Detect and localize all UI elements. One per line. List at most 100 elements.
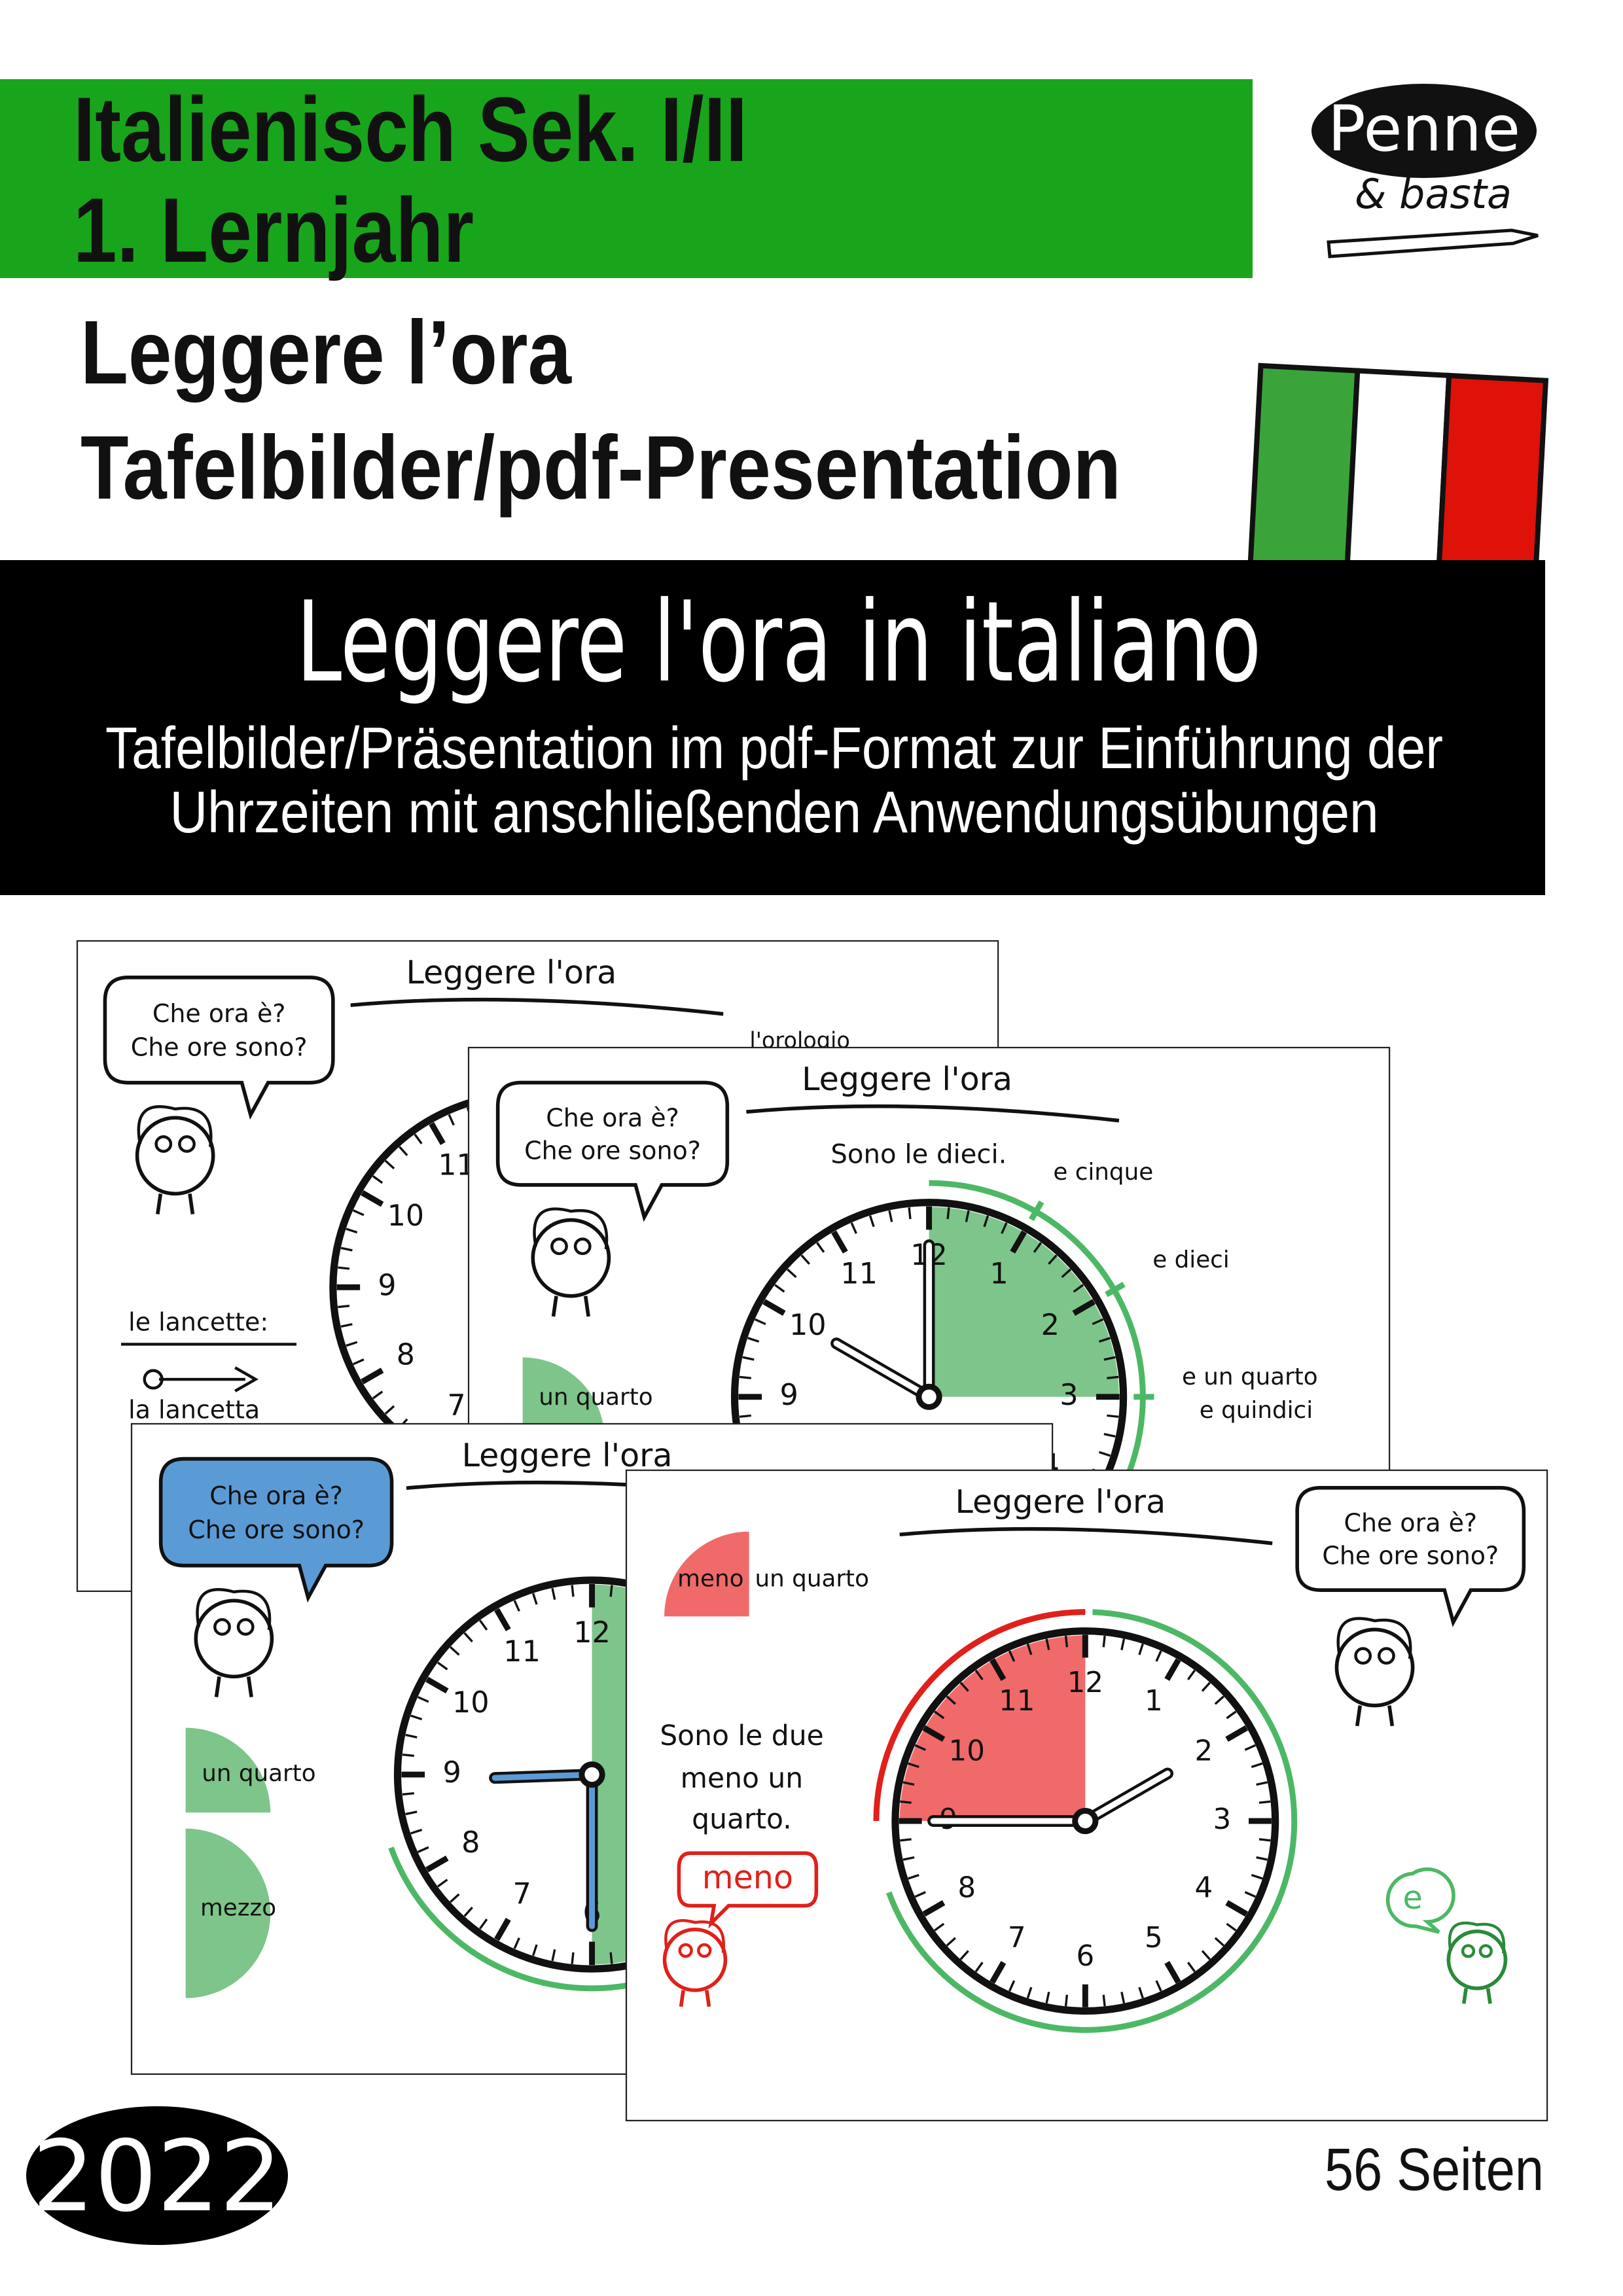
character-eye <box>573 1237 592 1256</box>
clock-tick <box>1214 1695 1224 1705</box>
clock-hand-fill <box>833 1340 933 1400</box>
clock-tick <box>902 1781 915 1786</box>
clock-tick <box>908 1873 919 1880</box>
clock-character <box>531 1218 611 1298</box>
clock-tick <box>338 1266 350 1270</box>
clock-tick <box>513 1937 520 1949</box>
title-underline <box>746 1104 1120 1123</box>
character-eye <box>1378 1647 1395 1665</box>
speech-bubble <box>158 1457 394 1603</box>
clock-tick <box>1045 1638 1050 1651</box>
clock-tick <box>405 1733 418 1739</box>
clock-tick <box>762 1299 786 1316</box>
slide-label: un quarto <box>539 1384 652 1411</box>
hand-arrow <box>159 1366 259 1392</box>
speech-bubble <box>495 1080 730 1222</box>
character-hair <box>533 1207 609 1250</box>
clock-character <box>194 1598 274 1679</box>
banner-title: Leggere l'ora in italiano <box>296 578 1262 707</box>
clock-tick <box>908 1207 912 1220</box>
clock-tick <box>384 1405 395 1415</box>
clock-tick <box>1072 1299 1096 1316</box>
clock-tick <box>551 1587 556 1600</box>
character-hair <box>664 1918 725 1953</box>
clock-tick <box>1103 1356 1116 1361</box>
clock-tick <box>437 1661 448 1670</box>
clock-number: 1 <box>990 1257 1008 1291</box>
speech-text: Che ore sono? <box>1322 1542 1499 1570</box>
character-hair <box>1448 1921 1506 1954</box>
flag-white <box>1344 368 1452 581</box>
course-bar <box>0 79 1253 278</box>
clock-tick <box>1120 1991 1126 2004</box>
document-title: Leggere l’ora <box>80 302 572 403</box>
clock-number: 9 <box>780 1378 798 1412</box>
clock-number: 12 <box>573 1616 611 1650</box>
clock-tick <box>479 1619 488 1631</box>
slide-label: mezzo <box>200 1895 276 1922</box>
slide-title: Leggere l'ora <box>406 953 616 991</box>
speech-text: Che ora è? <box>209 1481 343 1510</box>
clock-tick <box>959 1682 969 1692</box>
clock-tick <box>787 1268 797 1279</box>
clock-tick <box>1186 1669 1196 1680</box>
clock-sector <box>929 1207 1119 1397</box>
clock-tick <box>425 1676 449 1694</box>
clock-tick <box>417 1846 429 1853</box>
clock-tick <box>1008 1650 1016 1662</box>
clock-tick <box>934 1922 945 1932</box>
character-eye <box>178 1135 196 1153</box>
slide-label: quarto. <box>692 1804 792 1836</box>
clock-tick <box>1258 1838 1271 1842</box>
slide-label: meno un <box>681 1763 804 1795</box>
clock-tick <box>900 1800 912 1804</box>
clock-tick <box>959 1950 969 1960</box>
clock-tick <box>1226 1922 1237 1932</box>
clock-character <box>1334 1627 1415 1708</box>
speech-text: Che ora è? <box>152 999 286 1028</box>
clock-tick <box>1164 1961 1181 1984</box>
clock-number: 11 <box>503 1634 541 1669</box>
clock-tick <box>1155 1650 1162 1662</box>
clock-tick <box>361 1368 384 1385</box>
clock-center <box>579 1761 605 1788</box>
clock-tick <box>353 1358 365 1366</box>
clock-tick <box>361 1190 384 1207</box>
clock-tick <box>399 1146 408 1156</box>
clock-tick <box>1225 1900 1248 1917</box>
slide-label: un quarto <box>755 1566 869 1593</box>
clock-number: 10 <box>949 1735 985 1768</box>
clock-tick <box>405 1810 418 1816</box>
logo-pencil <box>1327 228 1539 258</box>
clock-number: 10 <box>387 1199 424 1233</box>
clock-tick <box>922 1900 946 1917</box>
character-hair <box>196 1588 272 1631</box>
clock-tick <box>1201 1950 1211 1960</box>
slide-label: meno <box>677 1566 743 1593</box>
clock-tick <box>353 1209 365 1216</box>
character-eye <box>1354 1647 1372 1665</box>
half-shape <box>185 1828 271 1998</box>
flag-green <box>1247 362 1361 576</box>
clock-tick <box>1186 1962 1196 1973</box>
clock-tick <box>914 1744 926 1751</box>
clock-tick <box>816 1242 825 1253</box>
clock-tick <box>1201 1682 1211 1692</box>
clock-tick <box>974 1669 984 1680</box>
clock-tick <box>1107 1414 1119 1418</box>
clock-tick <box>372 1390 383 1400</box>
clock-tick <box>1064 1635 1069 1648</box>
clock-tick <box>429 1122 446 1145</box>
clock-center <box>916 1383 942 1410</box>
clock-tick <box>1256 1781 1268 1786</box>
clock-number: 4 <box>1195 1872 1213 1905</box>
clock-number: 7 <box>447 1389 465 1422</box>
clock-tick <box>1026 1643 1033 1655</box>
slide-label: Sono le due <box>660 1720 824 1752</box>
slide-label: le lancette: <box>128 1308 268 1337</box>
italian-flag <box>1247 362 1549 586</box>
speech-bubble <box>1295 1486 1526 1627</box>
logo-word: Penne <box>1328 92 1520 166</box>
clock-tick <box>1045 1991 1050 2004</box>
